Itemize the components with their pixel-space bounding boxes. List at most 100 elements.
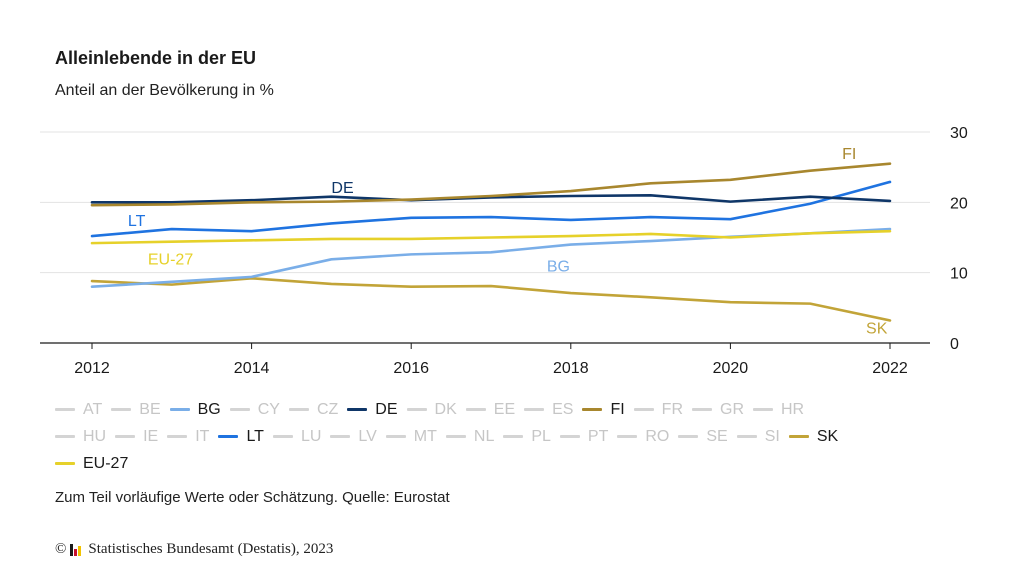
legend-swatch [218, 435, 239, 438]
legend-label: SI [764, 427, 780, 445]
x-tick-label: 2014 [234, 360, 270, 377]
legend-item-gr[interactable]: GR [692, 401, 744, 419]
legend-item-ie[interactable]: IE [115, 428, 158, 446]
legend-item-pl[interactable]: PL [503, 428, 551, 446]
legend-swatch [678, 435, 699, 438]
legend-label: GR [720, 400, 744, 418]
legend-swatch [272, 435, 293, 438]
legend-item-nl[interactable]: NL [445, 427, 495, 446]
legend-item-pt[interactable]: PT [559, 428, 608, 446]
legend-swatch [788, 435, 809, 438]
legend-item-hr[interactable]: HR [753, 401, 804, 419]
copyright-symbol: © [55, 541, 67, 557]
series-line-de [90, 194, 892, 204]
legend-item-at[interactable]: AT [55, 401, 102, 419]
series-line-fi [90, 162, 892, 207]
legend-label: FI [610, 400, 625, 418]
legend-swatch [692, 408, 712, 411]
legend-item-bg[interactable]: BG [169, 400, 221, 419]
y-tick-label: 20 [950, 195, 968, 212]
x-tick-label: 2016 [393, 360, 429, 377]
legend-swatch [115, 435, 136, 438]
legend-item-cy[interactable]: CY [229, 400, 280, 419]
legend-item-mt[interactable]: MT [385, 427, 437, 446]
legend-label: CZ [316, 400, 339, 418]
y-tick-label: 10 [950, 266, 968, 283]
legend-swatch [229, 408, 250, 411]
legend-swatch [55, 435, 75, 438]
series-label-de: DE [331, 180, 353, 197]
legend-item-ro[interactable]: RO [617, 428, 669, 446]
legend-label: MT [413, 427, 437, 445]
series-label-eu-27: EU-27 [148, 252, 193, 269]
legend-label: EU-27 [83, 454, 129, 472]
legend-label: LT [246, 427, 264, 445]
legend-item-se[interactable]: SE [678, 427, 728, 446]
legend-row: HU IE IT LT LU LV MT NL PL PT RO SE SI SK [55, 423, 955, 450]
legend-label: IE [143, 427, 159, 445]
legend-item-dk[interactable]: DK [406, 401, 457, 419]
legend-label: IT [195, 427, 210, 445]
legend-swatch [617, 435, 638, 438]
series-line-eu-27 [90, 229, 892, 245]
series-line-sk [90, 276, 892, 322]
legend-swatch [753, 408, 773, 411]
legend-item-lu[interactable]: LU [272, 427, 322, 446]
legend-swatch [55, 408, 75, 411]
legend-item-lt[interactable]: LT [218, 427, 264, 446]
chart-title: Alleinlebende in der EU [55, 48, 257, 68]
legend-item-fr[interactable]: FR [633, 401, 683, 419]
legend-swatch [347, 408, 368, 411]
legend-label: LU [300, 427, 322, 445]
legend-swatch [385, 435, 406, 438]
x-tick-label: 2012 [74, 360, 110, 377]
source-note: Zum Teil vorläufige Werte oder Schätzung… [55, 489, 450, 506]
logo-bar [78, 545, 82, 556]
legend-item-eu-27[interactable]: EU-27 [55, 455, 128, 473]
footer-text: Statistisches Bundesamt (Destatis), 2023 [88, 541, 334, 557]
legend-label: BG [197, 400, 221, 418]
legend-item-si[interactable]: SI [736, 427, 780, 446]
legend-label: AT [83, 400, 103, 418]
series-line-lt [90, 180, 892, 238]
legend-label: SE [706, 427, 728, 445]
series-label-fi: FI [842, 146, 856, 163]
x-tick-label: 2022 [872, 360, 908, 377]
legend-label: CY [257, 400, 280, 418]
logo-bar [74, 548, 78, 556]
legend-label: NL [473, 427, 495, 445]
legend-item-it[interactable]: IT [167, 428, 209, 446]
legend-item-sk[interactable]: SK [788, 427, 839, 446]
legend-swatch [111, 408, 132, 411]
legend-item-lv[interactable]: LV [330, 427, 377, 446]
x-tick-label: 2020 [713, 360, 749, 377]
legend-swatch [288, 408, 309, 411]
legend-swatch [524, 408, 545, 411]
series-label-lt: LT [128, 213, 146, 230]
legend-item-de[interactable]: DE [347, 401, 398, 419]
legend-item-hu[interactable]: HU [55, 428, 106, 446]
legend-item-es[interactable]: ES [524, 401, 573, 419]
y-tick-label: 0 [950, 336, 959, 353]
legend-item-cz[interactable]: CZ [288, 400, 339, 419]
legend-swatch [445, 435, 466, 438]
legend-label: SK [816, 427, 839, 445]
chart-subtitle: Anteil an der Bevölkerung in % [55, 82, 274, 99]
legend-label: PL [531, 427, 551, 445]
series-label-sk: SK [866, 321, 888, 338]
legend-row: EU-27 [55, 450, 955, 477]
legend-item-ee[interactable]: EE [465, 401, 515, 419]
destatis-logo-icon [70, 543, 82, 556]
legend-label: LV [358, 427, 377, 445]
legend-item-be[interactable]: BE [111, 401, 161, 419]
legend-item-fi[interactable]: FI [582, 400, 625, 419]
legend-swatch [582, 408, 603, 411]
legend-row: AT BE BG CY CZ DE DK EE ES FI FR GR HR [55, 396, 955, 423]
legend-swatch [167, 435, 188, 438]
x-tick-label: 2018 [553, 360, 589, 377]
line-chart: 0 10 20 30 2012 2014 2016 2018 2020 2022 SK BG EU-27… [40, 125, 968, 377]
legend-swatch [169, 408, 190, 411]
legend-swatch [406, 408, 427, 411]
series-label-bg: BG [547, 259, 570, 276]
legend-label: HU [83, 427, 107, 445]
